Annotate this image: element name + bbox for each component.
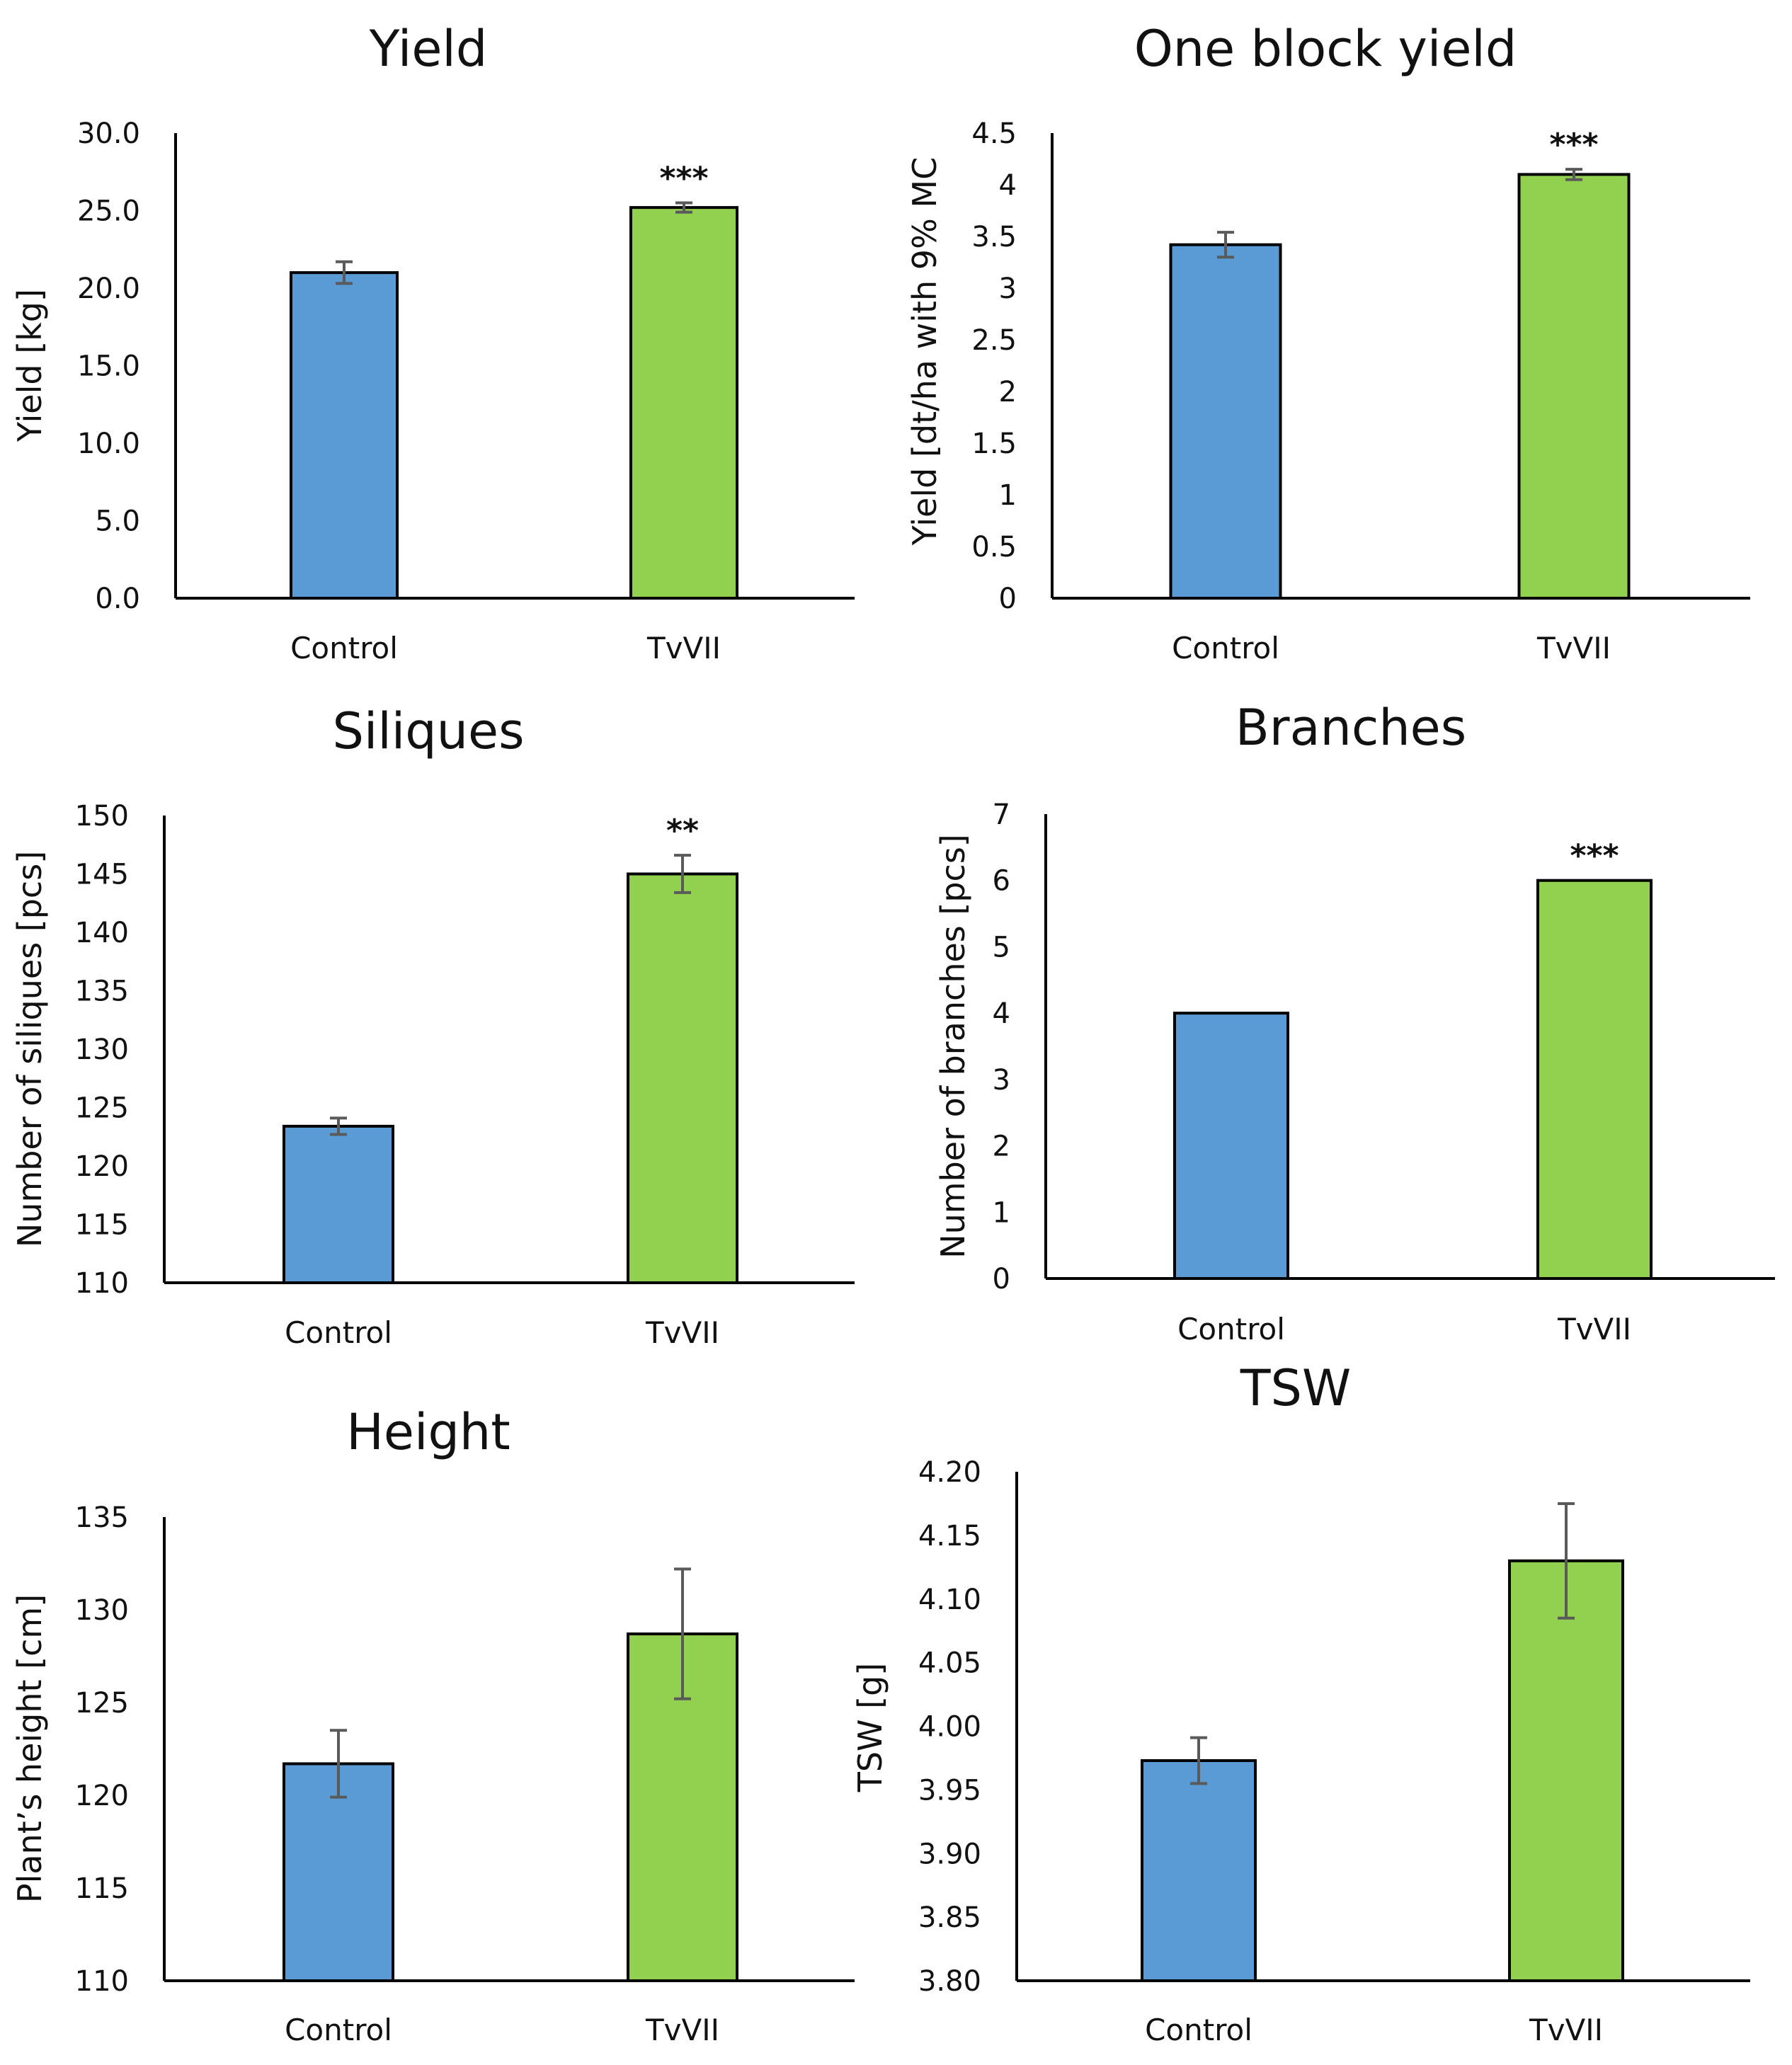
y-tick-label: 20.0: [77, 273, 140, 305]
y-axis-label: Number of branches [pcs]: [934, 834, 972, 1259]
x-category-label: TvVII: [645, 1315, 719, 1350]
bar-control: [1141, 1759, 1257, 1982]
y-tick-label: 135: [75, 1501, 129, 1534]
y-tick-label: 5.0: [95, 505, 140, 538]
chart-yield: Yield Yield [kg] 0.0 5.0 10.0 15.0 20.0 25.0 30.…: [11, 20, 855, 665]
y-tick-label: 25.0: [77, 195, 140, 228]
y-tick-label: 110: [75, 1267, 129, 1300]
y-tick-label: 125: [75, 1687, 129, 1720]
y-tick-label: 140: [75, 917, 129, 949]
y-tick-label: 3: [999, 273, 1017, 305]
y-tick-label: 7: [993, 799, 1010, 831]
y-tick-label: 3.5: [971, 221, 1017, 253]
x-category-label: Control: [1177, 1312, 1285, 1346]
y-tick-label: 2.5: [971, 324, 1017, 357]
y-tick-label: 4.05: [918, 1647, 981, 1680]
chart-one-block-yield: One block yield Yield [dt/ha with 9% MC 0 0…: [906, 20, 1750, 665]
bar-control: [283, 1124, 394, 1285]
y-tick-label: 4: [993, 997, 1010, 1030]
y-tick-label: 120: [75, 1150, 129, 1183]
bar-tvvii: [1517, 173, 1631, 600]
y-tick-label: 115: [75, 1209, 129, 1242]
y-tick-label: 120: [75, 1780, 129, 1812]
y-tick-label: 150: [75, 800, 129, 833]
significance-marker: ***: [1549, 127, 1598, 163]
x-category-label: TvVII: [646, 631, 721, 665]
chart-siliques: Siliques Number of siliques [pcs] 110 115 12…: [11, 702, 855, 1350]
y-tick-label: 10.0: [77, 428, 140, 460]
y-tick-label: 3.85: [918, 1901, 981, 1934]
y-tick-label: 0.5: [971, 531, 1017, 564]
chart-height: Height Plant’s height [cm] 110 115 120 125 130…: [11, 1403, 855, 2047]
bar-tvvii: [629, 206, 738, 600]
chart-title: Branches: [1235, 699, 1466, 757]
y-axis-label: Yield [kg]: [11, 289, 49, 442]
y-tick-label: 2: [993, 1131, 1010, 1163]
y-tick-label: 125: [75, 1092, 129, 1125]
x-category-label: Control: [1172, 631, 1279, 665]
x-category-label: TvVII: [645, 2013, 719, 2047]
y-axis-label: Number of siliques [pcs]: [11, 851, 49, 1247]
y-tick-label: 3.95: [918, 1774, 981, 1807]
chart-title: Yield: [369, 20, 488, 78]
y-tick-label: 1: [993, 1196, 1010, 1229]
bar-control: [1169, 243, 1282, 600]
x-category-label: TvVII: [1536, 631, 1611, 665]
chart-title: TSW: [1240, 1359, 1351, 1417]
chart-title: Height: [346, 1403, 510, 1461]
chart-title: One block yield: [1134, 20, 1517, 78]
chart-tsw: TSW TSW [g] 3.80 3.85 3.90 3.95 4.00 4.05 4.10 4.…: [851, 1359, 1750, 2047]
y-tick-label: 3.90: [918, 1838, 981, 1870]
y-tick-label: 115: [75, 1872, 129, 1905]
y-tick-label: 0: [999, 583, 1017, 615]
x-category-label: Control: [1145, 2013, 1252, 2047]
y-tick-label: 15.0: [77, 350, 140, 383]
y-tick-label: 6: [993, 865, 1010, 898]
y-tick-label: 3.80: [918, 1965, 981, 1998]
y-axis-label: TSW [g]: [851, 1663, 889, 1793]
y-tick-label: 4.10: [918, 1584, 981, 1616]
significance-marker: ***: [1570, 838, 1619, 874]
significance-marker: **: [666, 813, 699, 849]
y-tick-label: 4: [999, 169, 1017, 202]
y-tick-label: 4.00: [918, 1711, 981, 1744]
y-tick-label: 130: [75, 1034, 129, 1066]
bar-control: [1173, 1012, 1289, 1280]
y-tick-label: 4.15: [918, 1520, 981, 1552]
y-axis-label: Plant’s height [cm]: [11, 1594, 49, 1903]
y-tick-label: 135: [75, 976, 129, 1008]
bar-tvvii: [1536, 879, 1653, 1280]
chart-branches: Branches Number of branches [pcs] 0 1 2 3 4 5 6 7…: [934, 699, 1775, 1346]
y-tick-label: 30.0: [77, 118, 140, 150]
y-tick-label: 1.5: [971, 428, 1017, 460]
chart-title: Siliques: [332, 702, 524, 760]
y-tick-label: 2: [999, 376, 1017, 408]
x-category-label: TvVII: [1529, 2013, 1603, 2047]
y-tick-label: 4.5: [971, 118, 1017, 150]
x-category-label: TvVII: [1557, 1312, 1631, 1346]
bar-tvvii: [1508, 1559, 1624, 1982]
y-tick-label: 0.0: [95, 583, 140, 615]
y-tick-label: 5: [993, 931, 1010, 963]
y-tick-label: 4.20: [918, 1456, 981, 1489]
y-tick-label: 130: [75, 1594, 129, 1627]
x-category-label: Control: [285, 2013, 392, 2047]
x-category-label: Control: [290, 631, 398, 665]
significance-marker: ***: [659, 161, 708, 197]
y-tick-label: 145: [75, 859, 129, 891]
y-tick-label: 0: [993, 1263, 1010, 1295]
y-tick-label: 110: [75, 1965, 129, 1998]
y-tick-label: 1: [999, 479, 1017, 512]
y-tick-label: 3: [993, 1064, 1010, 1097]
bar-tvvii: [627, 872, 738, 1284]
bar-control: [290, 271, 399, 600]
y-axis-label: Yield [dt/ha with 9% MC: [906, 157, 944, 546]
x-category-label: Control: [285, 1315, 392, 1350]
